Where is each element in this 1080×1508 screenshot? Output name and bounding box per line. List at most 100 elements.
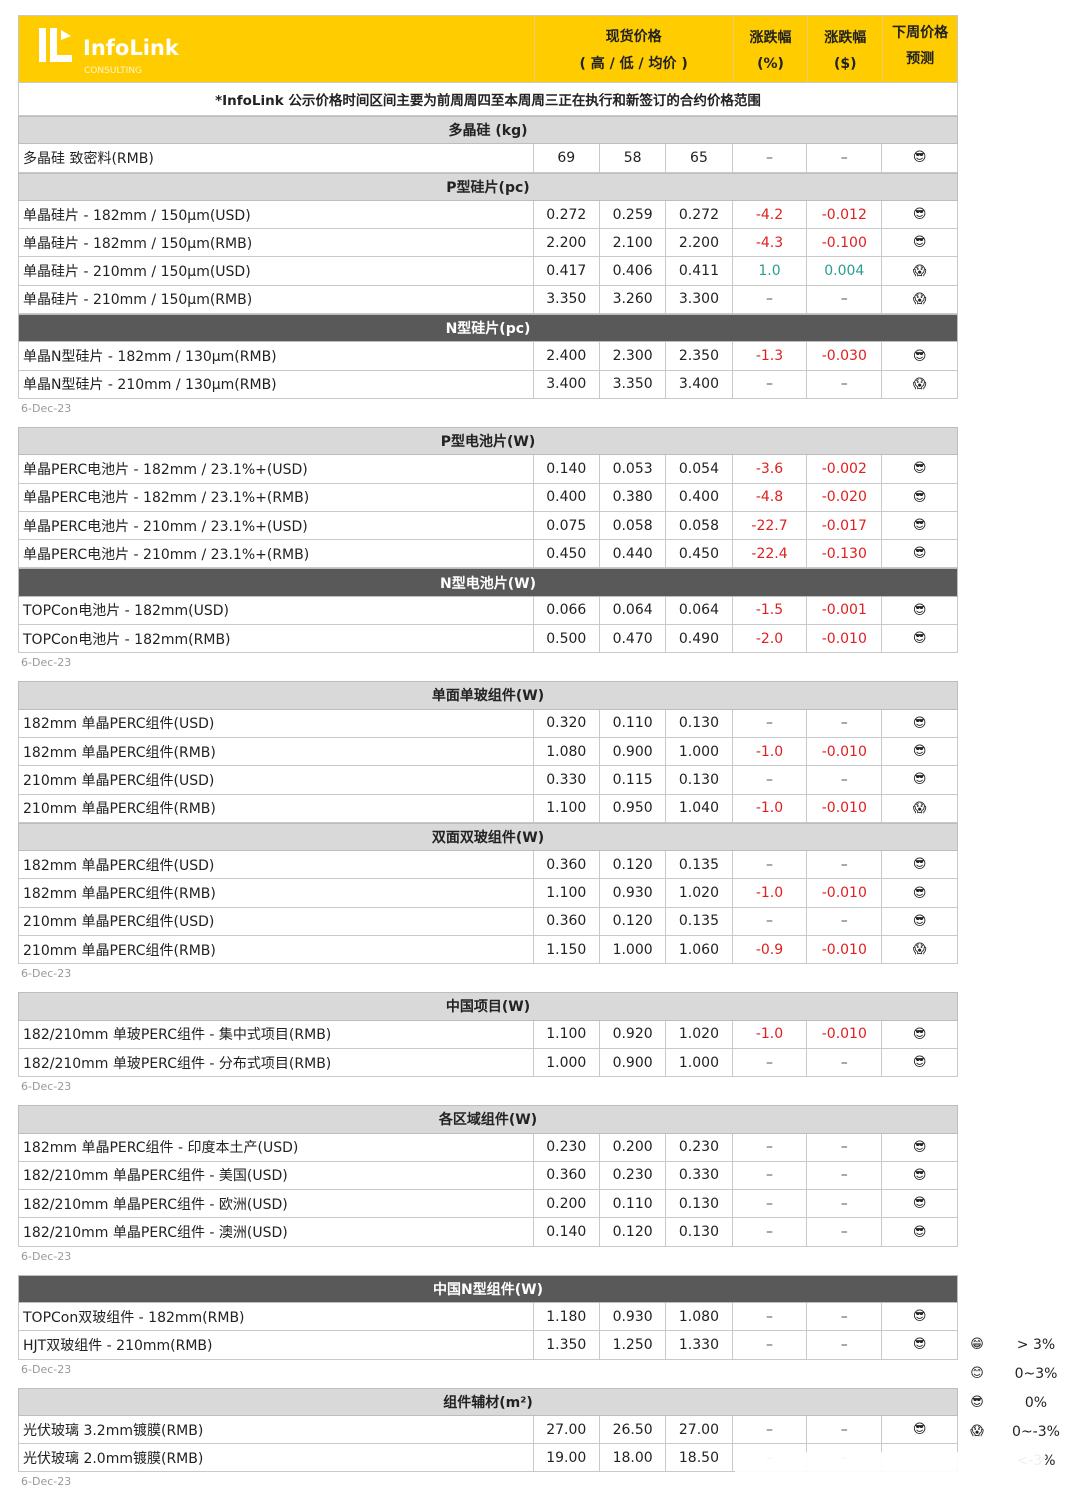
price-low: 0.406 [600,257,667,285]
price-high: 0.360 [534,851,600,879]
table-row: TOPCon双玻组件 - 182mm(RMB) 1.180 0.930 1.080– –… [18,1302,958,1332]
forecast-icon: 😎 [882,1331,957,1358]
price-avg: 1.020 [666,1020,733,1048]
item-name: 单晶N型硅片 - 182mm / 130μm(RMB) [19,342,534,370]
price-avg: 0.064 [666,596,733,625]
sunglasses-icon: 😎 [912,885,927,901]
sunglasses-icon: 😎 [912,1309,927,1325]
price-block: 组件辅材(m²) 光伏玻璃 3.2mm镀膜(RMB) 27.00 26.50 27.00… [18,1387,958,1501]
table-row: 182mm 单晶PERC组件(USD) 0.320 0.110 0.130– – 😎 [18,709,958,738]
price-low: 2.100 [600,229,667,257]
date-label: 6-Dec-23 [21,967,72,981]
change-usd: – [807,709,883,737]
price-block: 单面单玻组件(W) 182mm 单晶PERC组件(USD) 0.320 0.110 0.… [18,681,958,992]
price-avg: 1.000 [666,737,733,766]
price-high: 2.200 [534,229,600,257]
sunglasses-icon: 😎 [912,461,927,477]
change-usd: – [807,1218,883,1246]
change-pct: 1.0 [733,257,808,285]
price-high: 0.330 [534,766,600,794]
price-low: 3.350 [600,370,667,398]
section-header: N型电池片(W) [18,568,958,597]
price-low: 2.300 [600,342,667,370]
change-usd: -0.012 [807,200,883,229]
forecast-icon: 😱 [882,257,957,284]
change-pct: – [733,907,808,936]
item-name: 单晶硅片 - 182mm / 150μm(RMB) [19,229,534,257]
forecast-icon: 😎 [882,540,957,567]
table-row: 单晶硅片 - 210mm / 150μm(USD) 0.417 0.406 0.411… [18,257,958,286]
table-row: 210mm 单晶PERC组件(RMB) 1.100 0.950 1.040 -1.0 -0… [18,794,958,823]
price-low: 0.120 [600,907,667,936]
price-high: 69 [534,144,600,172]
brand-name: InfoLink [83,36,179,60]
sunglasses-icon: 😎 [912,207,927,223]
change-pct: – [733,285,808,314]
forecast-icon: 😎 [882,144,957,171]
change-usd: – [807,851,883,879]
change-pct: – [733,144,808,172]
price-avg: 0.135 [666,851,733,879]
chg-pct-unit: (%) [757,55,784,72]
change-usd: – [807,907,883,936]
price-low: 0.950 [600,794,667,822]
price-high: 0.200 [534,1190,600,1218]
change-pct: – [733,1161,808,1190]
change-pct: – [733,1190,808,1218]
infolink-logo: InfoLink CONSULTING [19,16,535,82]
forecast-icon: 😎 [882,1134,957,1161]
forecast-icon: 😎 [882,625,957,652]
forecast-icon: 😎 [882,1049,957,1076]
date-label: 6-Dec-23 [21,656,72,670]
sunglasses-icon: 😎 [912,1026,927,1042]
price-low: 0.930 [600,879,667,907]
table-row: 单晶PERC电池片 - 210mm / 23.1%+(USD) 0.075 0.05… [18,511,958,541]
item-name: 210mm 单晶PERC组件(RMB) [19,794,534,822]
table-row: TOPCon电池片 - 182mm(RMB) 0.500 0.470 0.490 -2.… [18,625,958,654]
change-pct: -3.6 [733,455,808,483]
price-low: 0.440 [600,540,667,568]
section-header: 组件辅材(m²) [18,1387,958,1416]
forecast-sub: 预测 [906,51,935,67]
change-usd: – [807,1161,883,1190]
sunglasses-icon: 😎 [912,857,927,873]
price-low: 0.064 [600,596,667,625]
price-block: P型电池片(W) 单晶PERC电池片 - 182mm / 23.1%+(USD) 0… [18,426,958,681]
item-name: 182mm 单晶PERC组件(USD) [19,851,534,879]
forecast-icon: 😎 [882,1416,957,1443]
table-row: 182/210mm 单玻PERC组件 - 分布式项目(RMB) 1.000 0.90… [18,1048,958,1078]
price-high: 0.500 [534,625,600,653]
forecast-icon: 😎 [882,1303,957,1330]
change-pct: -1.0 [733,794,808,822]
item-name: TOPCon电池片 - 182mm(USD) [19,596,534,625]
price-avg: 0.490 [666,625,733,653]
legend-item: 😁 > 3% [962,1330,1080,1359]
forecast-icon: 😎 [882,879,957,906]
scream-icon: 😱 [912,263,927,279]
item-name: TOPCon电池片 - 182mm(RMB) [19,625,534,653]
price-high: 0.450 [534,540,600,568]
price-low: 0.900 [600,737,667,766]
item-name: 单晶PERC电池片 - 182mm / 23.1%+(USD) [19,455,534,483]
item-name: 多晶硅 致密料(RMB) [19,144,534,172]
change-pct: – [733,1331,808,1359]
price-low: 1.250 [600,1331,667,1359]
change-pct: -1.3 [733,342,808,370]
change-pct: -1.0 [733,1020,808,1048]
sunglasses-icon: 😎 [912,1224,927,1240]
change-pct: -22.4 [733,540,808,568]
header-forecast: 下周价格 预测 [883,16,957,82]
date-label: 6-Dec-23 [21,1362,72,1376]
sunglasses-icon: 😎 [912,1139,927,1155]
spot-price-sub: ( 高 / 低 / 均价 ) [579,55,688,72]
notice-text: *InfoLink 公示价格时间区间主要为前周周四至本周周三正在执行和新签订的合… [18,83,958,116]
legend-item: 😎 0% [962,1388,1080,1417]
date-label: 6-Dec-23 [21,401,72,415]
price-avg: 0.130 [666,1218,733,1246]
chg-usd-label: 涨跌幅 [824,29,867,46]
table-row: 182/210mm 单晶PERC组件 - 美国(USD) 0.360 0.230 0.… [18,1161,958,1191]
item-name: 单晶PERC电池片 - 182mm / 23.1%+(RMB) [19,483,534,511]
table-row: HJT双玻组件 - 210mm(RMB) 1.350 1.250 1.330– – 😎 [18,1331,958,1360]
change-usd: -0.010 [807,879,883,907]
price-low: 18.00 [600,1444,667,1472]
